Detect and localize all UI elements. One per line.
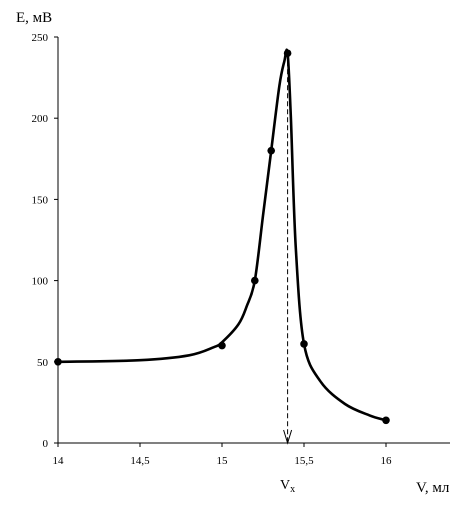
data-point: [300, 340, 308, 348]
data-point: [283, 49, 292, 58]
axes: [57, 37, 450, 444]
x-ticks: 14 14,5 15 15,5 16: [53, 443, 393, 467]
data-points: [54, 49, 390, 425]
y-axis-title: E, мВ: [16, 10, 52, 26]
y-tick-label: 50: [37, 357, 49, 369]
vx-label: Vx: [280, 478, 295, 495]
y-ticks: 0 50 100 150 200 250: [32, 32, 58, 450]
titration-curve: [56, 48, 388, 422]
x-tick-label: 15,5: [294, 455, 314, 467]
y-tick-label: 150: [32, 194, 49, 206]
vx-arrow-icon: [283, 429, 293, 445]
x-tick-label: 15: [217, 455, 229, 467]
y-tick-label: 250: [32, 32, 49, 44]
x-tick-label: 14,5: [130, 455, 150, 467]
x-tick-label: 14: [53, 455, 65, 467]
data-point: [251, 276, 259, 285]
equivalence-marker: Vx: [280, 53, 295, 495]
data-point: [267, 146, 276, 155]
y-tick-label: 200: [32, 113, 49, 125]
data-point: [382, 416, 390, 425]
data-point: [54, 358, 62, 366]
data-point: [218, 341, 226, 350]
x-axis-title: V, мл: [416, 480, 450, 496]
x-tick-label: 16: [381, 455, 393, 467]
y-tick-label: 100: [32, 276, 49, 288]
y-tick-label: 0: [43, 438, 49, 450]
